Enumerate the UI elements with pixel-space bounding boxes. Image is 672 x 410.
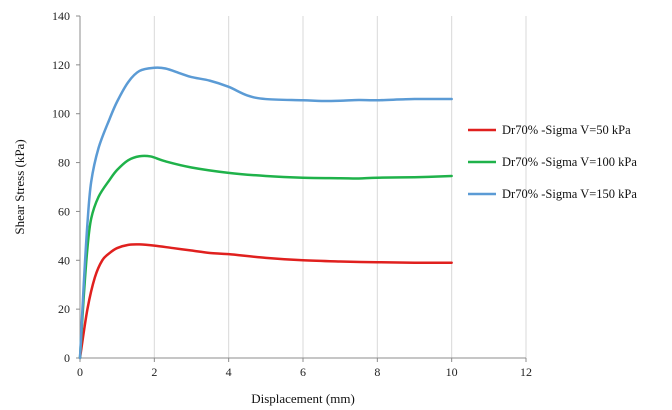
x-tick-label: 6	[300, 365, 306, 379]
series-line-3	[78, 66, 453, 360]
y-tick-label: 140	[52, 9, 70, 23]
legend-label-3: Dr70% -Sigma V=150 kPa	[502, 187, 637, 201]
legend: Dr70% -Sigma V=50 kPa Dr70% -Sigma V=100 …	[468, 123, 637, 201]
y-tick-label: 100	[52, 107, 70, 121]
y-tick-label: 20	[58, 302, 70, 316]
legend-label-2: Dr70% -Sigma V=100 kPa	[502, 155, 637, 169]
x-tick-label: 4	[226, 365, 232, 379]
y-tick-label: 0	[64, 351, 70, 365]
grid	[153, 16, 527, 358]
x-tick-label: 8	[374, 365, 380, 379]
series-line-2	[78, 154, 453, 360]
x-tick-label: 12	[520, 365, 532, 379]
y-tick-labels: 0 20 40 60 80 100 120 140	[52, 9, 70, 365]
y-tick-label: 60	[58, 204, 70, 218]
y-tick-label: 40	[58, 253, 70, 267]
series-line-1	[78, 243, 453, 360]
x-tick-label: 10	[446, 365, 458, 379]
x-tick-label: 2	[151, 365, 157, 379]
axes	[76, 15, 527, 362]
y-axis-title: Shear Stress (kPa)	[12, 139, 27, 234]
x-axis-title: Displacement (mm)	[251, 391, 355, 406]
series-lines	[78, 66, 453, 360]
legend-label-1: Dr70% -Sigma V=50 kPa	[502, 123, 631, 137]
x-tick-label: 0	[77, 365, 83, 379]
y-tick-label: 80	[58, 156, 70, 170]
y-tick-label: 120	[52, 58, 70, 72]
x-tick-labels: 0 2 4 6 8 10 12	[77, 365, 532, 379]
